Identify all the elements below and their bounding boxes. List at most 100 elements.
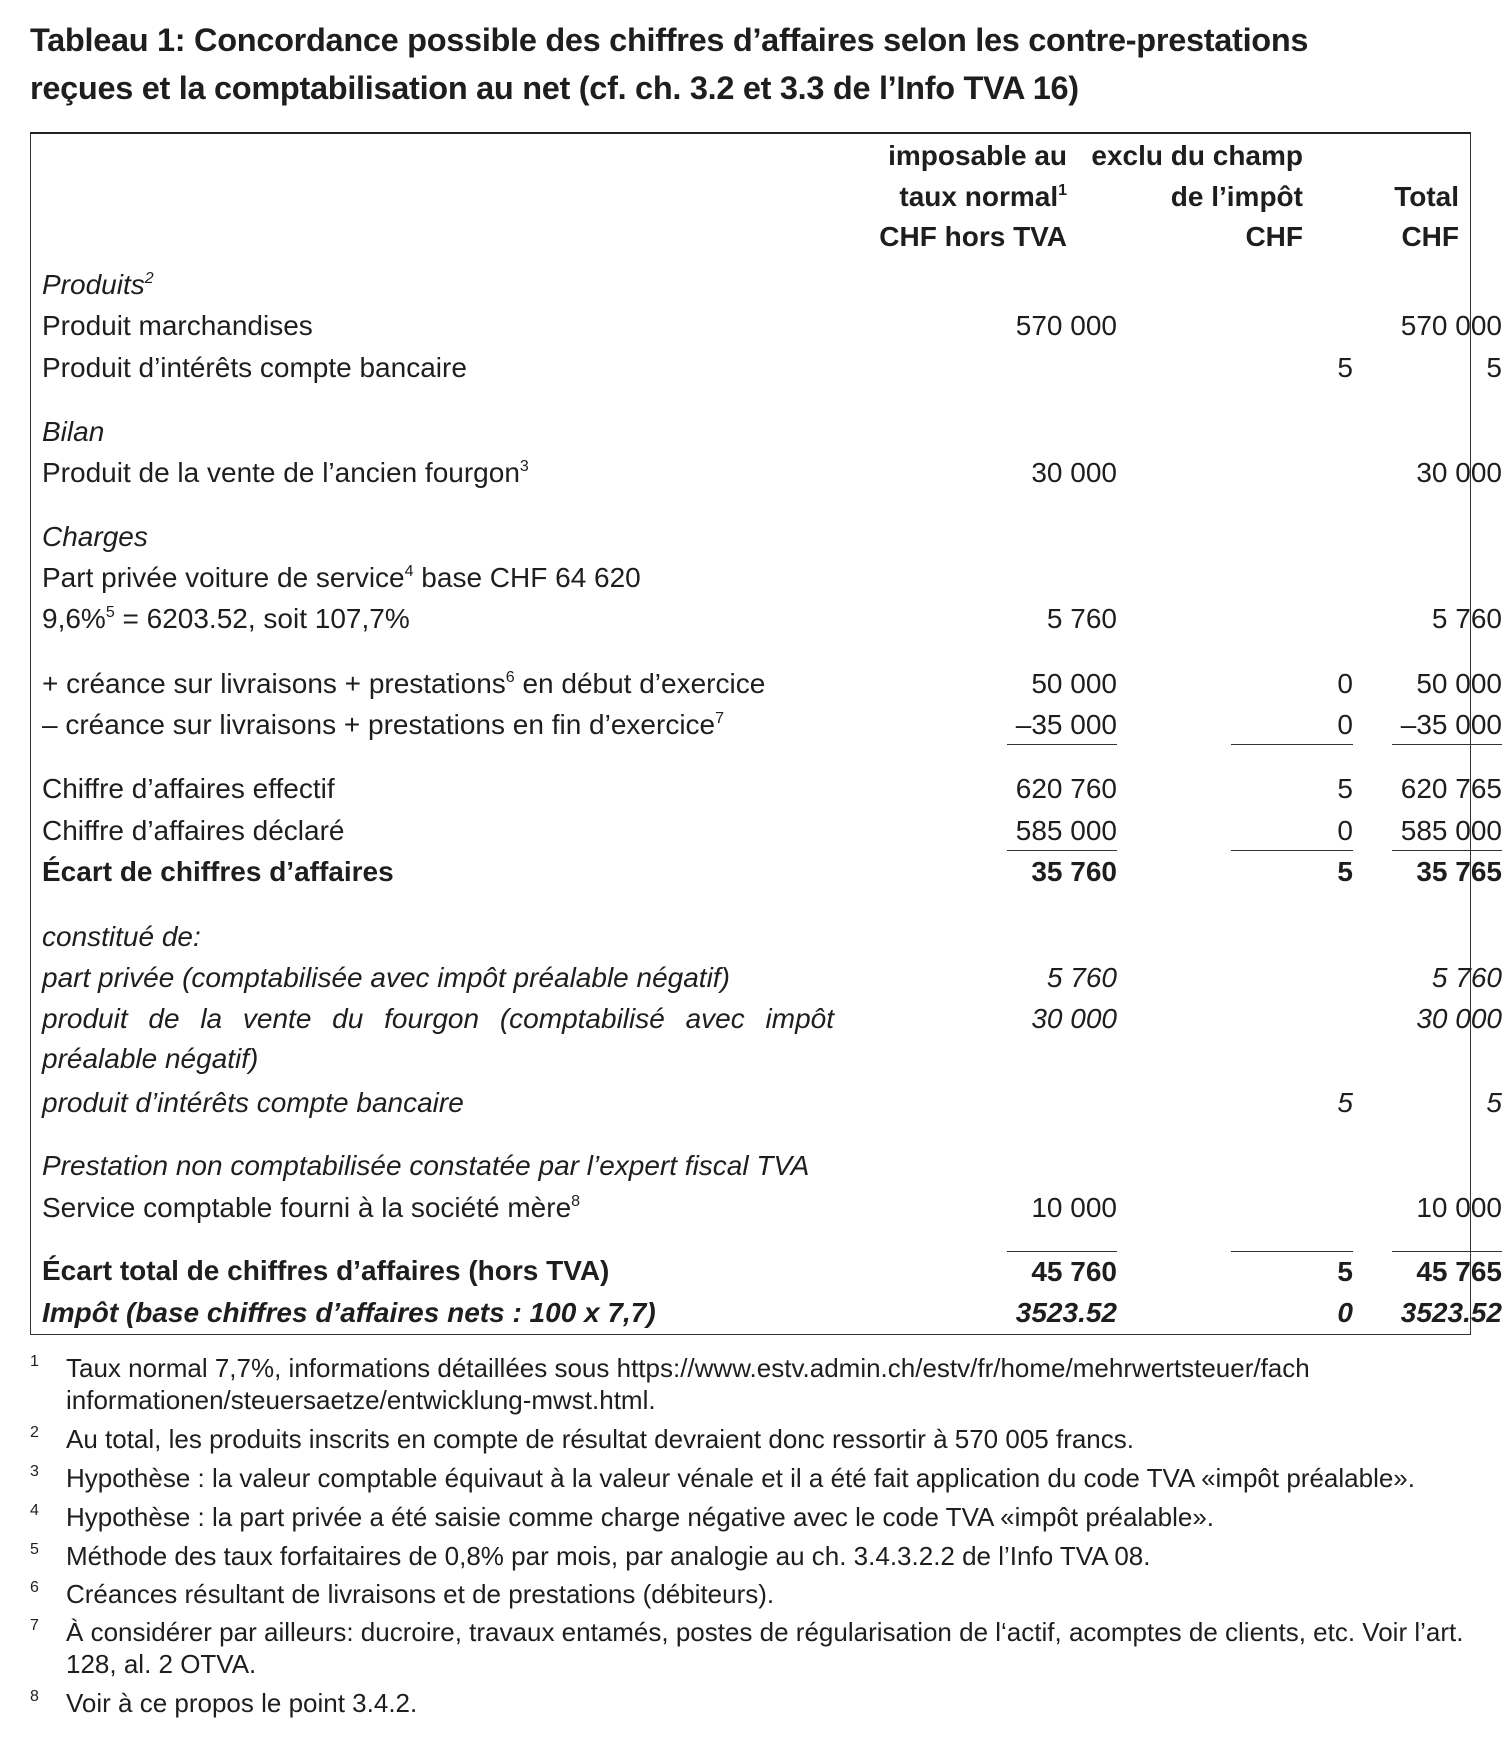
row-label-text: 9,6% [42, 603, 106, 634]
table-row: Produit marchandises 570 000 570 000 [42, 306, 1502, 346]
row-label: 9,6%5 = 6203.52, soit 107,7% [42, 599, 410, 639]
footnote-ref: 7 [715, 710, 725, 727]
row-label: Bilan [42, 412, 104, 452]
excluded-value: 0 [1337, 668, 1353, 699]
row-label-suffix: = 6203.52, soit 107,7% [114, 603, 410, 634]
row-label: Chiffre d’affaires déclaré [42, 811, 344, 851]
footnote-number: 7 [30, 1617, 39, 1634]
total-value: 585 000 [1392, 811, 1502, 851]
table-row: – créance sur livraisons + prestations e… [42, 705, 1502, 745]
header-text: Total [1394, 181, 1459, 212]
footnote-number: 1 [30, 1353, 39, 1370]
table-row: + créance sur livraisons + prestations6 … [42, 664, 1502, 704]
row-label: Produit de la vente de l’ancien fourgon3 [42, 453, 529, 493]
row-label: produit de la vente du fourgon (comptabi… [42, 999, 834, 1079]
row-label: Prestation non comptabilisée constatée p… [42, 1146, 809, 1186]
footnote-text: Méthode des taux forfaitaires de 0,8% pa… [66, 1541, 1151, 1571]
footnote-number: 5 [30, 1541, 39, 1558]
excluded-value: 5 [1231, 1251, 1353, 1291]
taxable-value: 30 000 [1031, 1003, 1117, 1034]
total-value: 3523.52 [1400, 1297, 1502, 1328]
column-header-2-line-2: de l’impôt [1171, 177, 1303, 217]
total-value: 45 765 [1392, 1251, 1502, 1291]
footnote: 7 À considérer par ailleurs: ducroire, tr… [30, 1616, 1480, 1680]
footnote-text: À considérer par ailleurs: ducroire, tra… [66, 1617, 1464, 1679]
taxable-value: 585 000 [1007, 811, 1117, 851]
excluded-value: 0 [1337, 1297, 1353, 1328]
table-row: part privée (comptabilisée avec impôt pr… [42, 958, 1502, 998]
footnote: 1 Taux normal 7,7%, informations détaillé… [30, 1352, 1480, 1416]
row-label-text: produit d’intérêts compte bancaire [42, 1087, 464, 1118]
footnote: 2 Au total, les produits inscrits en comp… [30, 1423, 1480, 1455]
row-label: Produits2 [42, 265, 154, 305]
header-text: de l’impôt [1170, 181, 1303, 212]
footnote-text: Hypothèse : la part privée a été saisie … [66, 1502, 1215, 1532]
column-header-2-line-1: exclu du champ [1091, 136, 1303, 176]
header-text: CHF [1245, 221, 1303, 252]
taxable-value: 35 760 [1031, 856, 1117, 887]
footnote: 5 Méthode des taux forfaitaires de 0,8% p… [30, 1540, 1480, 1572]
header-text: CHF hors TVA [879, 221, 1067, 252]
row-label: Écart total de chiffres d’affaires (hors… [42, 1251, 609, 1291]
excluded-value: 0 [1231, 705, 1353, 745]
footnote-text: Hypothèse : la valeur comptable équivaut… [66, 1463, 1415, 1493]
table-row: Produit d’intérêts compte bancaire 5 5 [42, 348, 1502, 388]
table-row: Charges [42, 517, 1462, 557]
taxable-value: 10 000 [1031, 1192, 1117, 1223]
taxable-value: 50 000 [1031, 668, 1117, 699]
table-row: Prestation non comptabilisée constatée p… [42, 1146, 1462, 1186]
row-label: Chiffre d’affaires effectif [42, 769, 335, 809]
row-label-text: Produit de la vente de l’ancien fourgon [42, 457, 520, 488]
footnote-number: 8 [30, 1688, 39, 1705]
row-label-text: constitué de: [42, 921, 201, 952]
footnote: 4 Hypothèse : la part privée a été saisie… [30, 1501, 1480, 1533]
footnote-ref: 2 [144, 270, 154, 287]
column-header-3-line-2: Total [1394, 177, 1459, 217]
column-header-3-line-3: CHF [1401, 217, 1459, 257]
row-label: Produit d’intérêts compte bancaire [42, 348, 467, 388]
row-label-text: Produits [42, 269, 145, 300]
total-value: 620 765 [1400, 773, 1502, 804]
row-label-suffix: en début d’exercice [514, 668, 766, 699]
footnote-number: 3 [30, 1463, 39, 1480]
column-header-1-line-2: taux normal1 [899, 177, 1067, 217]
footnote-number: 2 [30, 1424, 39, 1441]
header-text: exclu du champ [1091, 140, 1303, 171]
total-value: 35 765 [1416, 856, 1502, 887]
row-label: + créance sur livraisons + prestations6 … [42, 664, 765, 704]
table-row: Produit de la vente de l’ancien fourgon3… [42, 453, 1502, 493]
footnote-ref: 8 [571, 1193, 581, 1210]
footnote-ref: 3 [519, 458, 529, 475]
footnote-text: Au total, les produits inscrits en compt… [66, 1424, 1134, 1454]
table-row: Part privée voiture de service4 base CHF… [42, 558, 1462, 598]
table-title-line-1: Tableau 1: Concordance possible des chif… [30, 22, 1309, 58]
row-label: produit d’intérêts compte bancaire [42, 1083, 464, 1123]
total-value: 5 [1486, 1087, 1502, 1118]
row-label: Écart de chiffres d’affaires [42, 852, 394, 892]
footnote: 3 Hypothèse : la valeur comptable équivau… [30, 1462, 1480, 1494]
total-value: 5 [1486, 352, 1502, 383]
footnote-text: Voir à ce propos le point 3.4.2. [66, 1688, 418, 1718]
total-value: 570 000 [1400, 310, 1502, 341]
taxable-value: 5 760 [1046, 962, 1117, 993]
excluded-value: 5 [1337, 1087, 1353, 1118]
row-label: Produit marchandises [42, 306, 313, 346]
row-label: constitué de: [42, 917, 201, 957]
excluded-value: 0 [1231, 811, 1353, 851]
taxable-value: 45 760 [1007, 1251, 1117, 1291]
taxable-value: 620 760 [1015, 773, 1117, 804]
header-text: taux normal [899, 181, 1059, 212]
excluded-value: 5 [1337, 352, 1353, 383]
taxable-value: 5 760 [1046, 603, 1117, 634]
row-label-text: Chiffre d’affaires déclaré [42, 815, 345, 846]
table-row: Chiffre d’affaires déclaré 585 000 0 585 00… [42, 811, 1502, 851]
row-label: – créance sur livraisons + prestations e… [42, 705, 724, 745]
row-label-text: part privée (comptabilisée avec impôt pr… [42, 962, 730, 993]
footnote: 6 Créances résultant de livraisons et de … [30, 1578, 1480, 1610]
row-label-text: Écart de chiffres d’affaires [42, 856, 394, 887]
footnote: 8 Voir à ce propos le point 3.4.2. [30, 1687, 1480, 1719]
row-label-text: Impôt (base chiffres d’affaires nets : 1… [42, 1297, 656, 1328]
row-label-text: Produit d’intérêts compte bancaire [42, 352, 467, 383]
table-row: Service comptable fourni à la société mè… [42, 1188, 1502, 1228]
total-value: 5 760 [1431, 962, 1502, 993]
